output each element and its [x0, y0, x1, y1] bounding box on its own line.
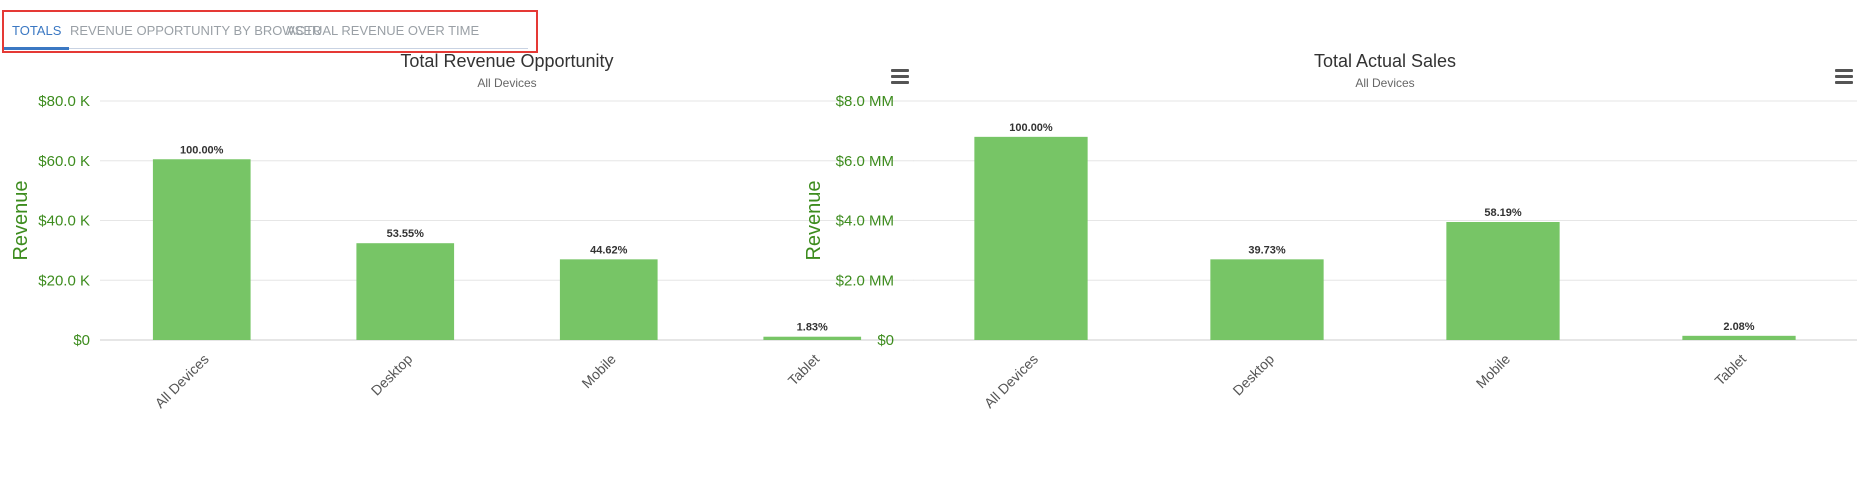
x-tick-label: Tablet	[1711, 351, 1749, 389]
bar	[152, 159, 251, 340]
data-label: 1.83%	[797, 322, 828, 334]
tab-rail	[10, 48, 528, 49]
tab-bar: TOTALS REVENUE OPPORTUNITY BY BROWSER AC…	[2, 10, 538, 53]
chart-subtitle: All Devices	[477, 76, 536, 90]
y-tick-label: $40.0 K	[38, 213, 90, 230]
data-label: 100.00%	[1009, 122, 1053, 134]
bar	[559, 259, 658, 340]
chart-total-revenue-opportunity: Total Revenue Opportunity All Devices Reve…	[0, 51, 930, 500]
chart-svg: Total Actual Sales All Devices Revenue $0 $2…	[803, 51, 1857, 411]
x-tick-label: Mobile	[578, 351, 619, 392]
chart-title: Total Revenue Opportunity	[400, 51, 613, 71]
y-axis-label: Revenue	[10, 180, 32, 260]
data-label: 53.55%	[387, 228, 425, 240]
data-label: 58.19%	[1484, 207, 1522, 219]
data-label: 44.62%	[590, 244, 628, 256]
bar	[356, 243, 455, 340]
tab-revenue-opportunity-by-browser[interactable]: REVENUE OPPORTUNITY BY BROWSER	[70, 23, 322, 38]
y-tick-label: $80.0 K	[38, 93, 90, 110]
data-label: 100.00%	[180, 144, 224, 156]
y-tick-label: $0	[877, 332, 894, 349]
tab-actual-revenue-over-time[interactable]: ACTUAL REVENUE OVER TIME	[287, 23, 480, 38]
y-tick-label: $4.0 MM	[836, 213, 894, 230]
x-tick-label: Mobile	[1473, 351, 1514, 392]
x-tick-label: All Devices	[152, 351, 212, 411]
chart-menu-button[interactable]	[1834, 67, 1854, 87]
chart-svg: Total Revenue Opportunity All Devices Reve…	[10, 51, 914, 411]
y-tick-label: $8.0 MM	[836, 93, 894, 110]
bar	[1446, 221, 1560, 340]
hamburger-menu-icon	[891, 69, 909, 72]
chart-subtitle: All Devices	[1355, 76, 1414, 90]
y-tick-label: $20.0 K	[38, 272, 90, 289]
bar	[974, 136, 1088, 340]
x-tick-label: Tablet	[785, 351, 823, 389]
y-tick-label: $0	[73, 332, 90, 349]
chart-total-actual-sales: Total Actual Sales All Devices Revenue $0 $2…	[803, 51, 1867, 500]
bar	[763, 336, 862, 340]
x-tick-label: All Devices	[981, 351, 1041, 411]
y-tick-label: $2.0 MM	[836, 272, 894, 289]
y-axis-label: Revenue	[803, 180, 825, 260]
y-tick-label: $6.0 MM	[836, 153, 894, 170]
tab-totals[interactable]: TOTALS	[3, 12, 70, 50]
chart-menu-button[interactable]	[890, 67, 910, 87]
chart-title: Total Actual Sales	[1314, 51, 1456, 71]
data-label: 2.08%	[1723, 321, 1754, 333]
bar	[1682, 335, 1796, 340]
x-tick-label: Desktop	[1229, 351, 1277, 399]
x-tick-label: Desktop	[368, 351, 416, 399]
bar	[1210, 259, 1324, 340]
hamburger-menu-icon	[1835, 69, 1853, 72]
y-tick-label: $60.0 K	[38, 153, 90, 170]
data-label: 39.73%	[1248, 244, 1286, 256]
